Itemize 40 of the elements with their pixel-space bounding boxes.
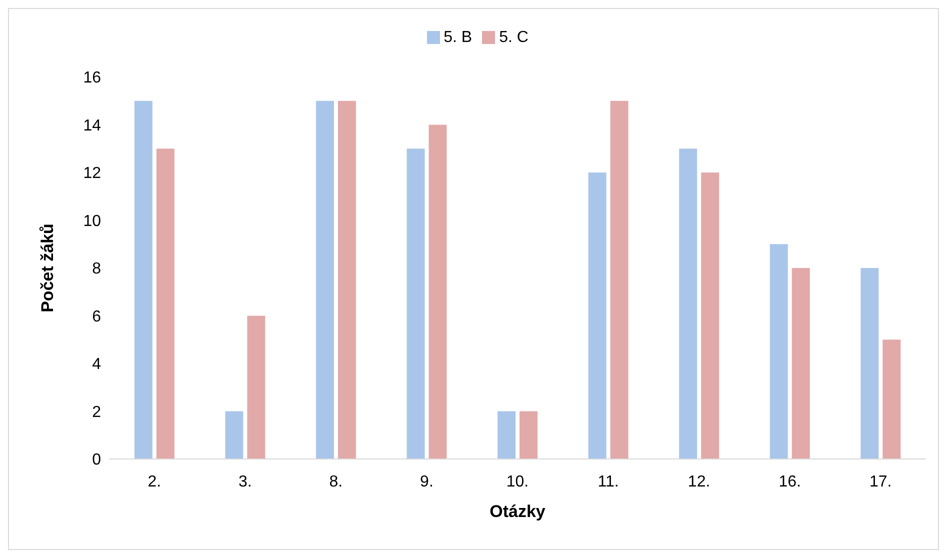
y-tick-label: 12 bbox=[83, 165, 102, 182]
bar bbox=[610, 100, 628, 459]
y-tick-label: 8 bbox=[92, 260, 102, 278]
bar bbox=[588, 172, 606, 459]
x-tick-label: 12. bbox=[688, 473, 710, 490]
y-tick-label: 4 bbox=[92, 356, 102, 374]
x-tick-label: 16. bbox=[778, 473, 801, 490]
y-tick-label: 14 bbox=[83, 117, 102, 134]
x-tick-label: 9. bbox=[420, 473, 434, 490]
y-tick-label: 10 bbox=[83, 212, 102, 230]
x-tick-label: 3. bbox=[238, 473, 252, 490]
bar bbox=[792, 268, 810, 459]
y-tick-label: 6 bbox=[92, 308, 102, 326]
legend-label: 5. B bbox=[444, 29, 472, 46]
bar bbox=[520, 411, 538, 459]
bar bbox=[770, 244, 788, 459]
bar bbox=[679, 148, 698, 459]
bar bbox=[134, 100, 152, 459]
bar bbox=[860, 268, 879, 459]
legend-label: 5. C bbox=[499, 29, 528, 46]
x-axis-title: Otázky bbox=[490, 502, 546, 521]
bar bbox=[428, 124, 447, 459]
x-tick-label: 10. bbox=[506, 473, 529, 490]
bar bbox=[498, 411, 516, 459]
bar bbox=[882, 340, 901, 459]
x-tick-label: 17. bbox=[869, 473, 892, 490]
bar bbox=[225, 411, 244, 459]
y-tick-label: 0 bbox=[92, 452, 102, 469]
bar bbox=[701, 172, 720, 459]
bar bbox=[247, 316, 266, 459]
y-tick-label: 2 bbox=[92, 404, 102, 421]
y-tick-label: 16 bbox=[83, 70, 102, 87]
bar bbox=[156, 148, 174, 459]
bar bbox=[406, 148, 425, 459]
x-tick-label: 2. bbox=[148, 473, 162, 490]
bar bbox=[338, 100, 356, 459]
y-axis-title: Počet žáků bbox=[38, 224, 58, 312]
bar bbox=[316, 100, 334, 459]
x-tick-label: 8. bbox=[329, 473, 343, 490]
x-tick-label: 11. bbox=[598, 473, 619, 490]
